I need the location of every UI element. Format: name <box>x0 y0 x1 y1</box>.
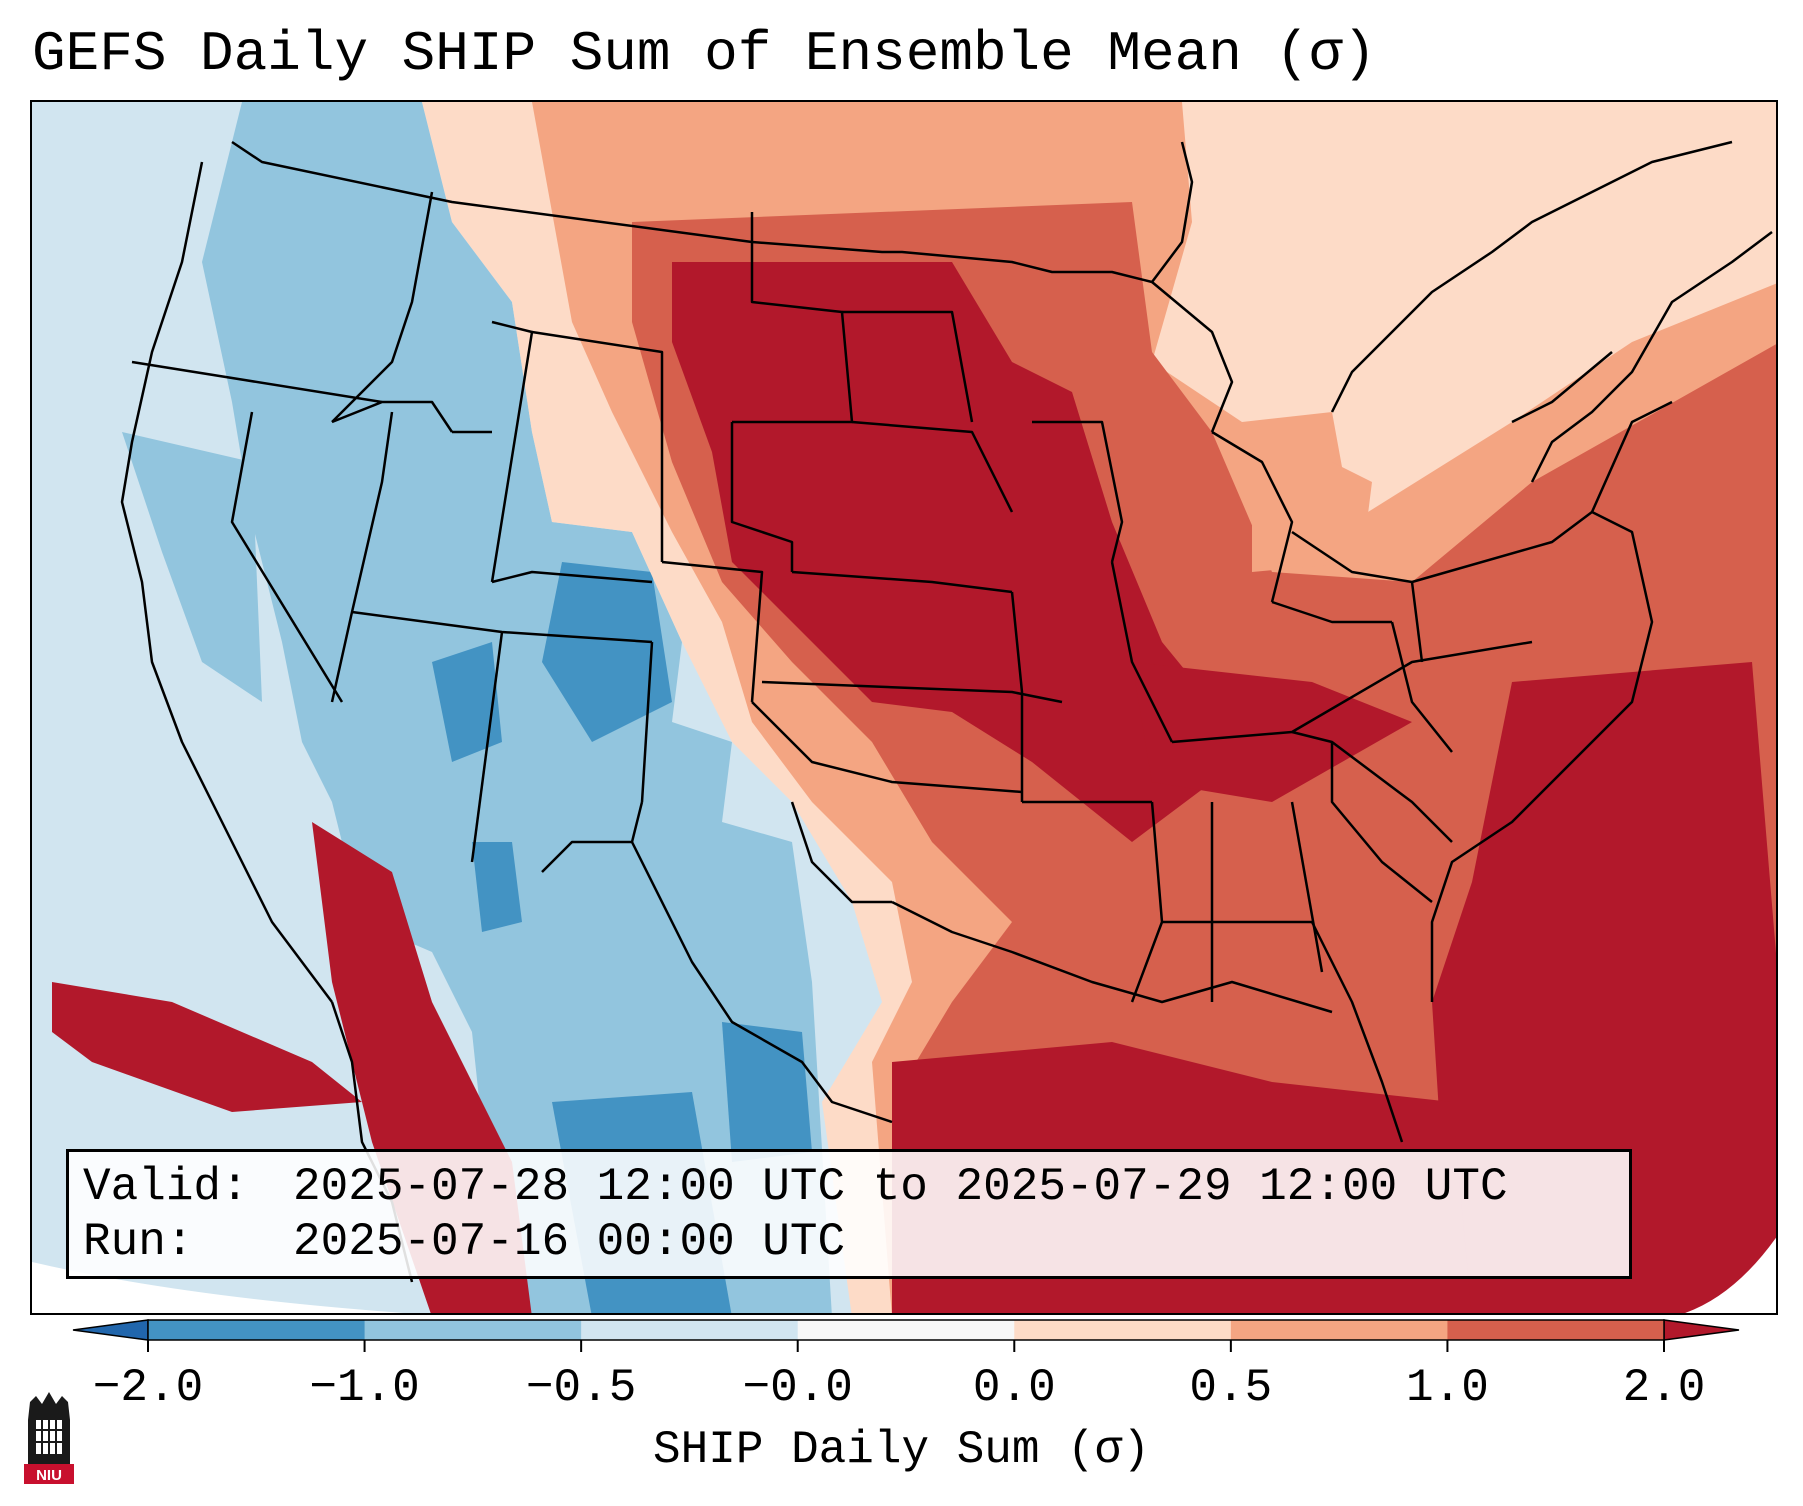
colorbar-extend-max <box>1663 1319 1740 1341</box>
map-panel <box>30 100 1778 1315</box>
colorbar-bin <box>364 1320 582 1340</box>
run-label: Run: <box>83 1216 194 1268</box>
colorbar-bin <box>581 1320 799 1340</box>
projection-edge <box>32 1262 404 1313</box>
colorbar-bin <box>1230 1320 1448 1340</box>
colorbar <box>72 1319 1740 1352</box>
colorbar-bin <box>148 1320 366 1340</box>
colorbar-tick-label: −0.5 <box>525 1362 637 1414</box>
projection-edge-right <box>1684 1237 1776 1313</box>
run-value: 2025-07-16 00:00 UTC <box>293 1216 846 1268</box>
colorbar-tick-label: 2.0 <box>1622 1362 1706 1414</box>
colorbar-tick-label: 0.5 <box>1189 1362 1273 1414</box>
colorbar-tick-label: −2.0 <box>92 1362 204 1414</box>
boundaries <box>120 140 1773 1283</box>
colorbar-tick-label: −0.0 <box>742 1362 853 1414</box>
valid-value: 2025-07-28 12:00 UTC to 2025-07-29 12:00… <box>293 1161 1508 1213</box>
colorbar-bin <box>1014 1320 1232 1340</box>
university-tower-icon: NIU <box>24 1392 74 1484</box>
colorbar-tick-label: −1.0 <box>309 1362 420 1414</box>
colorbar-label: SHIP Daily Sum (σ) <box>653 1424 1150 1476</box>
colorbar-tick-label: 1.0 <box>1406 1362 1489 1414</box>
colorbar-outline <box>147 1319 1665 1341</box>
colorbar-bin <box>797 1320 1015 1340</box>
colorbar-bin <box>1447 1320 1665 1340</box>
info-box: Valid: 2025-07-28 12:00 UTC to 2025-07-29… <box>66 1149 1632 1279</box>
map-icon <box>32 102 1776 1313</box>
colorbar-tick-label: 0.0 <box>972 1362 1056 1414</box>
colorbar-extend-min <box>72 1319 149 1341</box>
chart-title: GEFS Daily SHIP Sum of Ensemble Mean (σ) <box>32 22 1377 86</box>
valid-label: Valid: <box>83 1161 249 1213</box>
svg-text:NIU: NIU <box>36 1467 62 1484</box>
